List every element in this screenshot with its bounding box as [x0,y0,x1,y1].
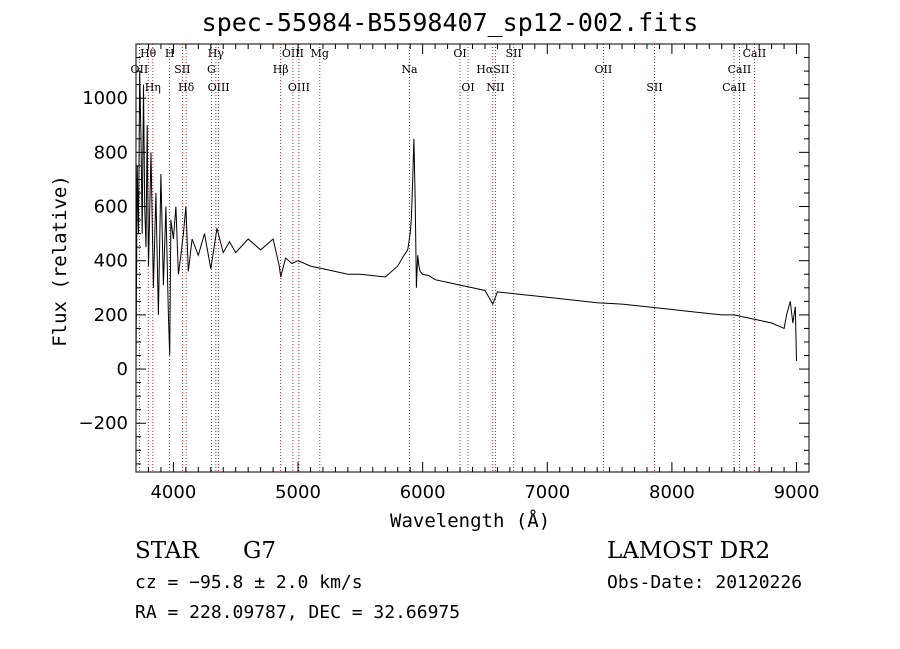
object-subclass: G7 [243,538,277,564]
survey-name: LAMOST DR2 [607,538,771,564]
y-tick-label: 0 [117,359,128,380]
spectrum-line [135,71,797,370]
line-label: OI [461,81,474,94]
line-label: H [165,47,175,60]
line-label: Hγ [208,47,225,60]
line-label: OI [453,47,466,60]
y-tick-label: 800 [94,142,128,163]
line-label: Hβ [273,63,289,76]
line-label: Hη [145,81,161,94]
line-label: CaII [743,47,767,60]
line-label: Na [401,63,418,76]
y-tick-label: −200 [79,413,128,434]
line-label: G [207,63,216,76]
object-class: STAR [135,538,199,564]
line-label: SII [646,81,662,94]
line-label: CaII [722,81,746,94]
line-label: OIII [208,81,230,94]
x-tick-label: 6000 [400,482,446,503]
line-label: SII [506,47,522,60]
line-label: CaII [728,63,752,76]
line-label: Mg [311,47,329,60]
chart-title: spec-55984-B5598407_sp12-002.fits [201,8,699,37]
x-tick-label: 8000 [649,482,695,503]
y-axis-label: Flux (relative) [49,175,71,347]
line-label: Hδ [178,81,195,94]
x-tick-label: 7000 [524,482,570,503]
line-label: SII [174,63,190,76]
line-label: HαSII [476,63,509,76]
x-tick-label: 9000 [774,482,820,503]
observation-date: Obs-Date: 20120226 [607,572,803,593]
coordinates-info: RA = 228.09787, DEC = 32.66975 [135,602,461,623]
plot-frame [135,43,810,473]
redshift-info: cz = −95.8 ± 2.0 km/s [135,572,363,593]
x-axis-label: Wavelength (Å) [390,510,551,532]
line-label: OIII [288,81,310,94]
line-label: OII [131,63,149,76]
x-tick-label: 4000 [150,482,196,503]
y-tick-label: 600 [94,197,128,218]
y-tick-label: 400 [94,251,128,272]
x-tick-label: 5000 [275,482,321,503]
line-label: OII [595,63,613,76]
y-tick-label: 1000 [82,88,128,109]
line-label: NII [486,81,504,94]
y-tick-label: 200 [94,305,128,326]
